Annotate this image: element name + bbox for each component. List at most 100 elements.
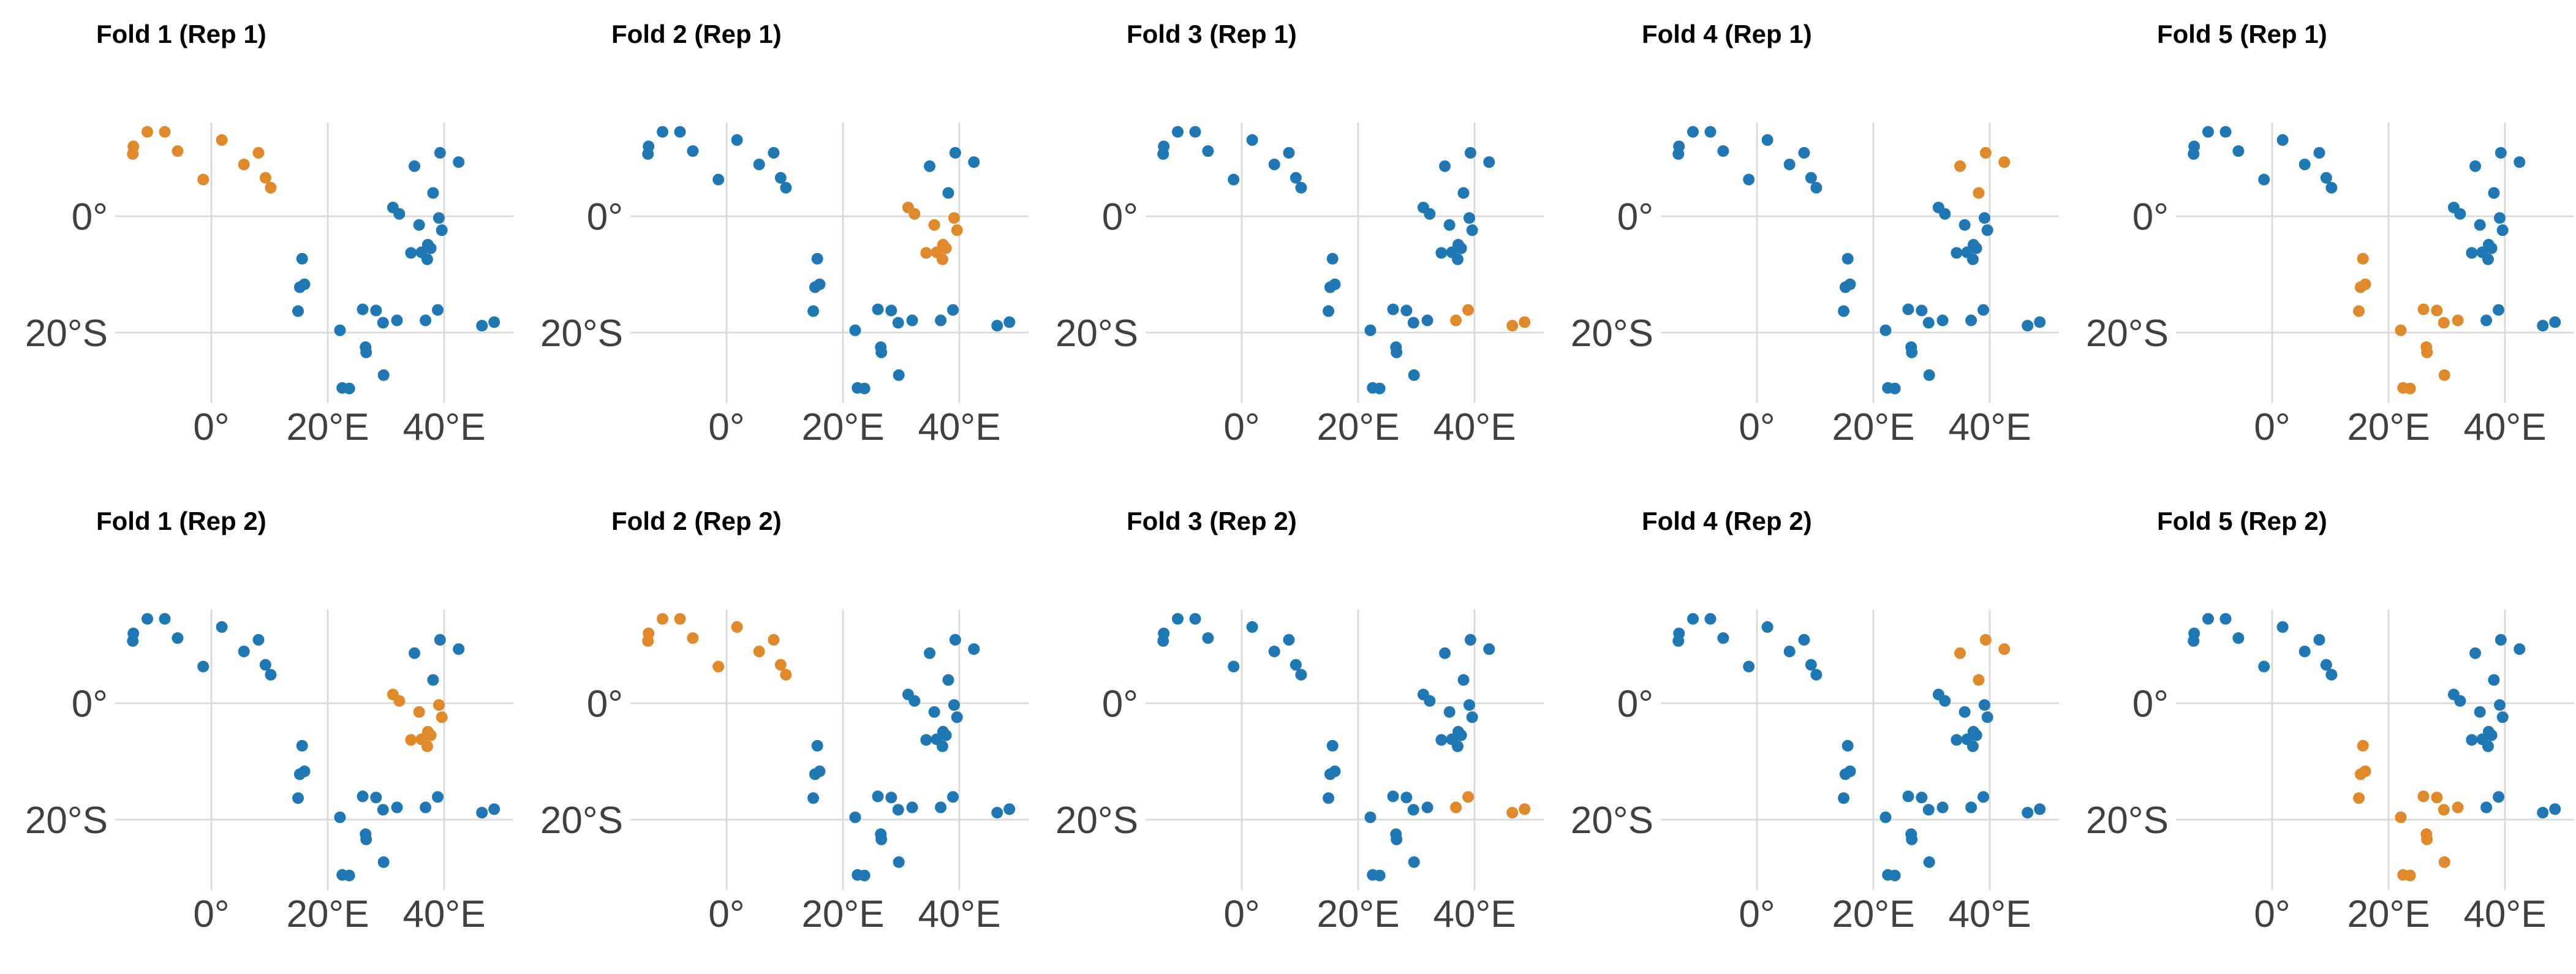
panel-title: Fold 3 (Rep 2) xyxy=(1127,507,1297,535)
test-data-point xyxy=(159,126,171,138)
y-tick-label: 20°S xyxy=(540,312,623,355)
train-data-point xyxy=(1466,224,1478,236)
train-data-point xyxy=(2232,632,2245,644)
train-data-point xyxy=(334,324,346,336)
scatter-plot: Fold 2 (Rep 1) 0° 20°E 40°E 0° 20°S xyxy=(540,20,1029,448)
scatter-plot: Fold 5 (Rep 1) 0° 20°E 40°E 0° 20°S xyxy=(2086,20,2574,448)
test-data-point xyxy=(238,158,250,170)
train-data-point xyxy=(1958,219,1971,231)
test-data-point xyxy=(642,635,654,647)
train-data-point xyxy=(296,252,308,265)
train-data-point xyxy=(216,621,228,633)
train-data-point xyxy=(908,695,921,707)
train-data-point xyxy=(2034,803,2046,815)
train-data-point xyxy=(1424,208,1436,220)
train-data-point xyxy=(1157,148,1169,160)
train-data-point xyxy=(924,647,936,659)
train-data-point xyxy=(2202,613,2214,625)
train-data-point xyxy=(1295,668,1307,681)
y-tick-label: 0° xyxy=(1102,196,1138,238)
train-data-point xyxy=(436,224,448,236)
train-data-point xyxy=(2313,146,2325,159)
train-data-point xyxy=(1838,792,1850,804)
train-data-point xyxy=(1329,765,1341,777)
train-data-point xyxy=(1400,791,1413,804)
scatter-plot: Fold 3 (Rep 1) 0° 20°E 40°E 0° 20°S xyxy=(1056,20,1544,448)
train-data-point xyxy=(1936,314,1949,327)
x-tick-label: 20°E xyxy=(2347,893,2430,935)
train-data-point xyxy=(2219,613,2232,625)
train-data-point xyxy=(1172,613,1184,625)
train-data-point xyxy=(2495,633,2507,646)
test-data-point xyxy=(2452,801,2464,814)
train-data-point xyxy=(1283,146,1295,159)
train-data-point xyxy=(807,792,820,804)
train-data-point xyxy=(1323,792,1335,804)
train-data-point xyxy=(872,790,884,802)
train-data-point xyxy=(434,633,446,646)
facet-panel-fold-4-rep2: Fold 4 (Rep 2) 0° 20°E 40°E 0° 20°S xyxy=(1546,487,2061,974)
train-data-point xyxy=(1268,645,1280,657)
facet-panel-fold-1-rep2: Fold 1 (Rep 2) 0° 20°E 40°E 0° 20°S xyxy=(0,487,515,974)
x-tick-label: 20°E xyxy=(2347,406,2430,448)
train-data-point xyxy=(1761,134,1773,146)
train-data-point xyxy=(935,801,947,814)
train-data-point xyxy=(892,804,904,816)
train-data-point xyxy=(377,804,389,816)
train-data-point xyxy=(1805,172,1817,184)
train-data-point xyxy=(1391,833,1403,845)
train-data-point xyxy=(1889,869,1901,882)
train-data-point xyxy=(753,158,765,170)
test-data-point xyxy=(1450,314,1462,327)
train-data-point xyxy=(476,807,488,819)
x-tick-label: 40°E xyxy=(402,893,485,935)
test-data-point xyxy=(1973,187,1985,199)
test-data-point xyxy=(142,126,153,138)
train-data-point xyxy=(936,740,948,752)
train-data-point xyxy=(949,146,961,159)
test-data-point xyxy=(2357,252,2369,265)
train-data-point xyxy=(893,856,905,868)
test-data-point xyxy=(2395,324,2407,336)
train-data-point xyxy=(1157,635,1169,647)
train-data-point xyxy=(2493,699,2506,711)
train-data-point xyxy=(1408,856,1420,868)
train-data-point xyxy=(1457,674,1470,686)
train-data-point xyxy=(814,765,826,777)
train-data-point xyxy=(1246,134,1258,146)
x-tick-label: 40°E xyxy=(2463,893,2546,935)
train-data-point xyxy=(1400,304,1413,317)
x-tick-label: 0° xyxy=(2254,406,2290,448)
train-data-point xyxy=(1783,645,1796,657)
train-data-point xyxy=(432,304,444,316)
test-data-point xyxy=(1519,803,1531,815)
train-data-point xyxy=(893,369,905,381)
train-data-point xyxy=(1844,765,1856,777)
train-data-point xyxy=(1743,173,1755,186)
y-tick-label: 0° xyxy=(587,683,623,725)
train-data-point xyxy=(1672,635,1685,647)
test-data-point xyxy=(1954,647,1966,659)
y-tick-label: 20°S xyxy=(25,799,108,842)
train-data-point xyxy=(1435,734,1448,746)
x-tick-label: 20°E xyxy=(286,406,369,448)
y-tick-label: 20°S xyxy=(1571,312,1653,355)
train-data-point xyxy=(427,187,439,199)
y-tick-label: 20°S xyxy=(1056,312,1138,355)
train-data-point xyxy=(2537,807,2549,819)
test-data-point xyxy=(2438,804,2450,816)
train-data-point xyxy=(1439,160,1451,172)
train-data-point xyxy=(1978,212,1990,224)
train-data-point xyxy=(434,146,446,159)
train-data-point xyxy=(928,706,940,718)
y-tick-label: 20°S xyxy=(1571,799,1653,842)
x-tick-label: 0° xyxy=(708,893,744,935)
train-data-point xyxy=(1743,660,1755,673)
train-data-point xyxy=(298,765,311,777)
test-data-point xyxy=(948,212,960,224)
train-data-point xyxy=(1939,208,1951,220)
train-data-point xyxy=(1879,811,1892,823)
train-data-point xyxy=(885,304,897,317)
train-data-point xyxy=(1323,305,1335,317)
train-data-point xyxy=(1439,647,1451,659)
